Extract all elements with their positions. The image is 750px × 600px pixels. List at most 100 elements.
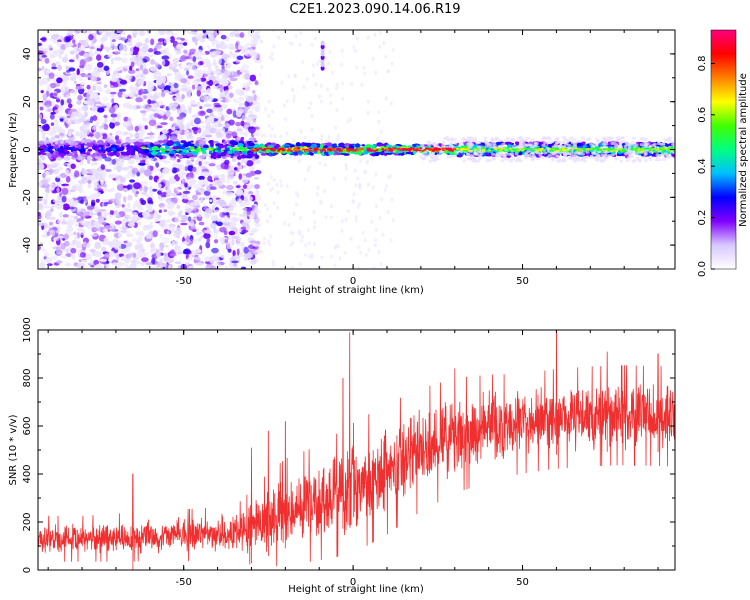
heatmap-cell bbox=[107, 53, 113, 58]
heatmap-cell bbox=[118, 234, 122, 237]
heatmap-cell bbox=[519, 151, 523, 155]
heatmap-cell bbox=[246, 210, 252, 215]
heatmap-cell bbox=[130, 138, 137, 143]
heatmap-cell bbox=[184, 182, 188, 187]
heatmap-cell bbox=[570, 141, 575, 145]
heatmap-cell bbox=[204, 73, 209, 79]
heatmap-cell bbox=[233, 167, 238, 171]
heatmap-cell bbox=[291, 231, 295, 236]
heatmap-cell bbox=[207, 30, 215, 34]
heatmap-cell bbox=[600, 153, 605, 157]
heatmap-cell bbox=[124, 74, 133, 80]
heatmap-cell bbox=[266, 238, 270, 243]
heatmap-cell bbox=[628, 154, 633, 158]
heatmap-cell bbox=[96, 61, 104, 68]
heatmap-cell bbox=[357, 150, 363, 156]
heatmap-cell bbox=[122, 196, 127, 203]
heatmap-cell bbox=[171, 107, 177, 112]
heatmap-cell bbox=[262, 236, 266, 241]
heatmap-cell bbox=[98, 144, 104, 148]
heatmap-cell bbox=[175, 232, 181, 240]
heatmap-cell bbox=[90, 75, 98, 82]
heatmap-cell bbox=[299, 31, 303, 36]
heatmap-cell bbox=[330, 254, 334, 259]
heatmap-cell bbox=[599, 159, 604, 163]
heatmap-cell bbox=[664, 143, 669, 147]
heatmap-cell bbox=[308, 151, 313, 155]
heatmap-cell bbox=[197, 127, 202, 134]
chart-title: C2E1.2023.090.14.06.R19 bbox=[289, 2, 461, 17]
heatmap-cell bbox=[622, 140, 627, 144]
heatmap-cell bbox=[214, 255, 220, 264]
heatmap-cell bbox=[453, 141, 458, 145]
heatmap-cell bbox=[81, 176, 88, 184]
heatmap-cell bbox=[40, 118, 47, 125]
heatmap-cell bbox=[65, 65, 69, 70]
heatmap-cell bbox=[434, 155, 439, 159]
heatmap-cell bbox=[122, 207, 129, 213]
heatmap-cell bbox=[158, 30, 166, 36]
heatmap-cell bbox=[289, 144, 295, 148]
heatmap-cell bbox=[304, 243, 308, 248]
heatmap-cell bbox=[228, 262, 234, 268]
heatmap-cell bbox=[613, 143, 618, 147]
heatmap-cell bbox=[38, 67, 42, 72]
heatmap-cell bbox=[246, 160, 254, 167]
heatmap-cell bbox=[283, 145, 290, 149]
heatmap-cell bbox=[374, 227, 378, 232]
heatmap-cell bbox=[602, 142, 607, 146]
heatmap-cell bbox=[136, 239, 141, 245]
heatmap-cell bbox=[519, 140, 524, 144]
heatmap-cell bbox=[62, 203, 70, 211]
heatmap-cell bbox=[250, 148, 254, 151]
heatmap-cell bbox=[76, 227, 85, 232]
heatmap-cell bbox=[121, 157, 128, 160]
heatmap-cell bbox=[232, 30, 240, 34]
heatmap-cell bbox=[41, 152, 47, 156]
heatmap-cell bbox=[248, 110, 253, 115]
heatmap-cell bbox=[115, 130, 123, 136]
heatmap-cell bbox=[330, 204, 334, 209]
heatmap-cell bbox=[657, 153, 662, 157]
heatmap-cell bbox=[46, 84, 51, 92]
heatmap-cell bbox=[69, 115, 75, 120]
heatmap-cell bbox=[577, 152, 582, 156]
heatmap-cell bbox=[280, 80, 284, 85]
heatmap-cell bbox=[127, 148, 133, 153]
heatmap-cell bbox=[133, 146, 138, 151]
heatmap-cell bbox=[211, 41, 215, 47]
heatmap-cell bbox=[180, 177, 187, 183]
heatmap-cell bbox=[163, 209, 167, 213]
heatmap-cell bbox=[172, 146, 180, 150]
heatmap-cell bbox=[311, 63, 315, 68]
heatmap-cell bbox=[272, 152, 279, 155]
heatmap-cell bbox=[186, 159, 193, 166]
heatmap-cell bbox=[114, 213, 121, 219]
heatmap-cell bbox=[61, 220, 67, 225]
heatmap-cell bbox=[191, 80, 198, 84]
heatmap-cell bbox=[145, 203, 153, 209]
heatmap-cell bbox=[199, 155, 206, 159]
heatmap-cell bbox=[358, 185, 362, 190]
heatmap-cell bbox=[142, 62, 147, 69]
heatmap-cell bbox=[199, 158, 204, 162]
heatmap-cell bbox=[466, 139, 471, 143]
heatmap-cell bbox=[56, 175, 62, 179]
heatmap-cell bbox=[283, 221, 287, 226]
heatmap-cell bbox=[195, 140, 199, 146]
heatmap-cell bbox=[138, 231, 145, 238]
heatmap-cell bbox=[654, 158, 659, 162]
heatmap-cell bbox=[364, 252, 368, 257]
heatmap-cell bbox=[271, 30, 275, 33]
heatmap-cell bbox=[180, 222, 188, 226]
heatmap-cell bbox=[115, 135, 119, 141]
heatmap-cell bbox=[89, 46, 95, 50]
heatmap-cell bbox=[116, 261, 122, 268]
heatmap-cell bbox=[514, 152, 519, 156]
heatmap-cell bbox=[203, 160, 211, 165]
heatmap-cell bbox=[344, 176, 348, 181]
heatmap-cell bbox=[56, 223, 61, 228]
heatmap-cell bbox=[56, 157, 62, 161]
heatmap-cell bbox=[541, 143, 546, 147]
heatmap-cell bbox=[74, 222, 80, 227]
